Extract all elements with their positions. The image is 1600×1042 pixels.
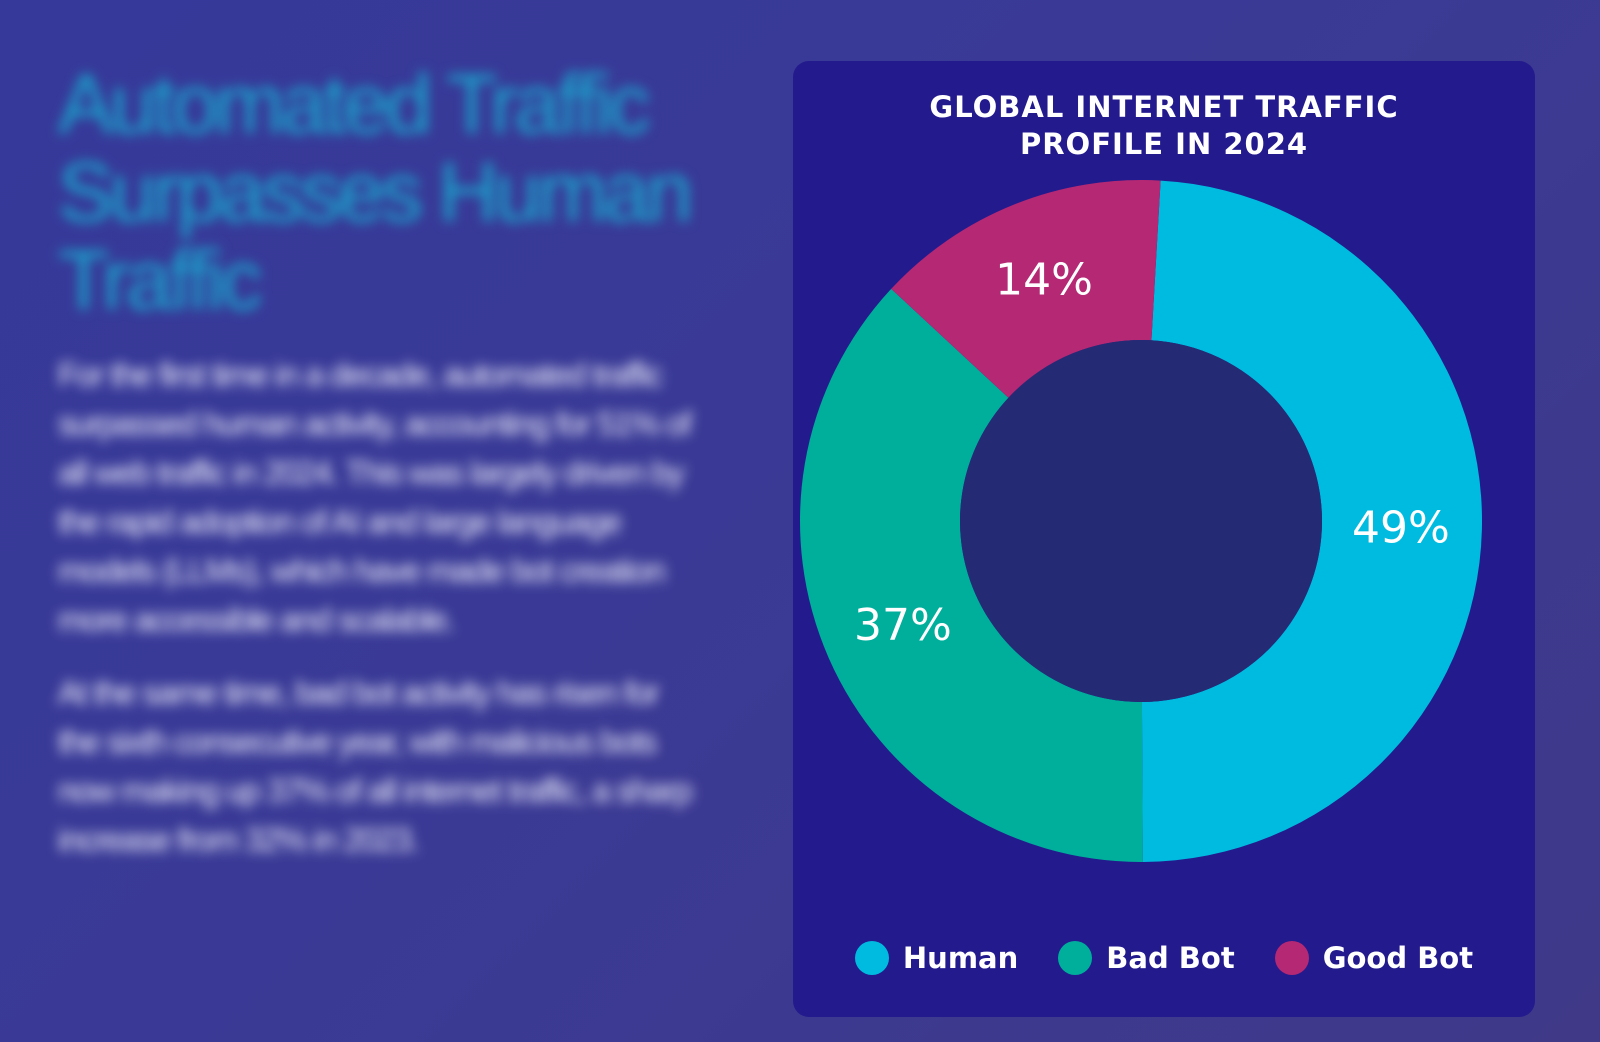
donut-slice-bad-bot — [800, 288, 1143, 863]
legend-label-human: Human — [902, 941, 1019, 975]
legend-item-human: Human — [854, 941, 1019, 975]
article-paragraph-2: At the same time, bad bot activity has r… — [58, 674, 693, 858]
chart-title: GLOBAL INTERNET TRAFFIC PROFILE IN 2024 — [793, 89, 1535, 163]
donut-slice-good-bot — [891, 179, 1161, 398]
chart-card: GLOBAL INTERNET TRAFFIC PROFILE IN 2024 … — [793, 61, 1535, 1017]
article-paragraph-1: For the first time in a decade, automate… — [58, 356, 692, 638]
legend-swatch-good-bot — [1274, 941, 1309, 975]
chart-title-line-1: GLOBAL INTERNET TRAFFIC — [929, 90, 1399, 124]
legend-label-good-bot: Good Bot — [1322, 941, 1474, 975]
legend-label-bad-bot: Bad Bot — [1106, 941, 1235, 975]
data-label-bad-bot: 37% — [854, 600, 952, 651]
chart-legend: Human Bad Bot Good Bot — [793, 941, 1535, 975]
data-label-good-bot: 14% — [995, 254, 1093, 305]
chart-title-line-2: PROFILE IN 2024 — [1019, 127, 1309, 161]
data-label-human: 49% — [1352, 502, 1450, 553]
legend-item-bad-bot: Bad Bot — [1058, 941, 1235, 975]
legend-swatch-bad-bot — [1058, 941, 1093, 975]
donut-chart: 49% 37% 14% — [800, 179, 1483, 863]
article-text: Automated Traffic Surpasses Human Traffi… — [58, 60, 698, 864]
donut-slice-human — [1141, 180, 1483, 862]
donut-hole — [960, 340, 1322, 702]
article-headline: Automated Traffic Surpasses Human Traffi… — [58, 57, 693, 327]
legend-item-good-bot: Good Bot — [1274, 941, 1474, 975]
legend-swatch-human — [854, 941, 889, 975]
